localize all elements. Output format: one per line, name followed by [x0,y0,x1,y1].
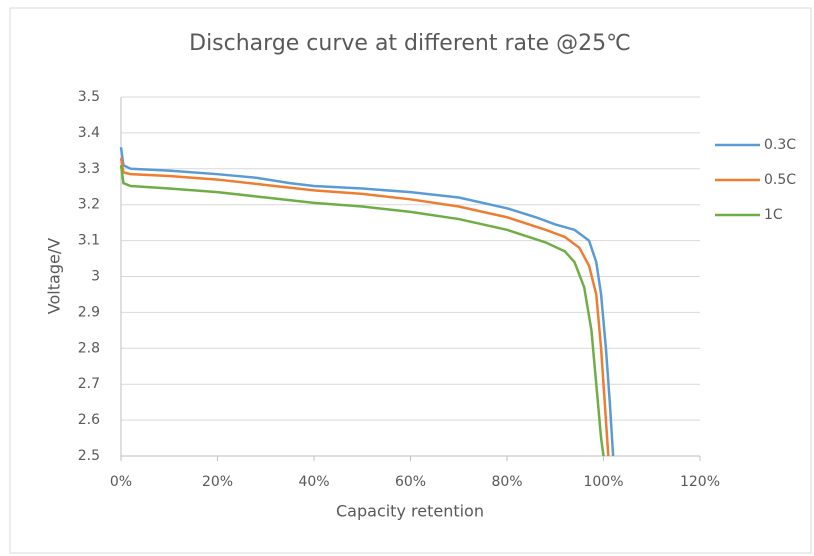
x-tick-label: 40% [298,474,329,490]
y-tick-label: 2.6 [78,412,100,428]
y-tick-label: 3.4 [78,125,100,141]
y-tick-label: 2.7 [78,376,100,392]
x-tick-label: 120% [680,474,720,490]
x-tick-label: 0% [110,474,132,490]
y-tick-label: 2.9 [78,304,100,320]
y-tick-label: 2.8 [78,340,100,356]
y-tick-label: 3.2 [78,197,100,213]
x-tick-label: 100% [583,474,623,490]
y-tick-label: 3.1 [78,233,100,249]
x-tick-label: 20% [202,474,233,490]
x-axis-label: Capacity retention [336,502,484,521]
y-axis-label: Voltage/V [45,238,64,314]
chart-frame [9,7,812,554]
data-line [119,165,605,457]
x-tick-label: 60% [395,474,426,490]
data-line [119,157,610,457]
legend-label: 0.5C [764,172,796,188]
legend-label: 1C [764,207,783,223]
y-tick-label: 3.5 [78,89,100,105]
x-tick-label: 80% [491,474,522,490]
legend-label: 0.3C [764,137,796,153]
y-tick-label: 2.5 [78,448,100,464]
data-line [119,147,615,457]
chart-title: Discharge curve at different rate @25℃ [189,31,631,56]
y-tick-label: 3.3 [78,161,100,177]
y-tick-label: 3 [91,269,100,285]
